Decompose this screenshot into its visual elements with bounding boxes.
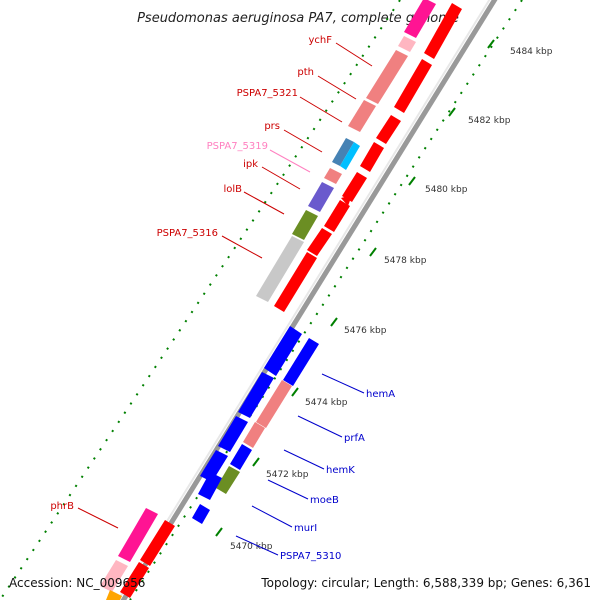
gene-label-murI: murI xyxy=(294,523,317,534)
gene-arrow xyxy=(264,326,302,376)
gene-label-ychF: ychF xyxy=(308,35,332,46)
gene-arrow xyxy=(216,466,240,494)
leader-line-PSPA7_5321 xyxy=(299,96,343,123)
gene-label-PSPA7_5319: PSPA7_5319 xyxy=(207,141,268,152)
major-tick xyxy=(448,107,456,117)
ruler-label: 5470 kbp xyxy=(230,542,273,552)
gene-arrow xyxy=(198,472,222,500)
gene-arrow xyxy=(332,138,354,166)
leader-line-murI xyxy=(251,505,293,528)
leader-line-phrB xyxy=(77,507,119,529)
gene-label-phrB: phrB xyxy=(50,501,74,512)
major-tick xyxy=(330,317,338,327)
leader-line-hemK xyxy=(283,449,325,470)
map-title: Pseudomonas aeruginosa PA7, complete gen… xyxy=(137,11,459,26)
leader-line-PSPA7_5316 xyxy=(221,235,263,259)
inner-strand-genes xyxy=(100,0,436,600)
ruler-label: 5482 kbp xyxy=(468,116,511,126)
gene-label-lolB: lolB xyxy=(223,184,242,195)
leader-line-PSPA7_5319 xyxy=(269,149,311,173)
ruler-major-ticks xyxy=(215,39,495,537)
gene-label-ipk: ipk xyxy=(243,159,258,170)
leader-line-lolB xyxy=(243,191,285,215)
gene-arrow xyxy=(256,236,304,302)
major-tick xyxy=(215,527,223,537)
gene-arrow xyxy=(238,372,274,418)
gene-arrow xyxy=(218,416,248,452)
leader-line-hemA xyxy=(321,373,365,394)
gene-label-pth: pth xyxy=(297,67,314,78)
gene-arrow xyxy=(283,338,319,386)
leader-line-prfA xyxy=(297,415,343,438)
leader-line-moeB xyxy=(267,479,309,500)
gene-arrow xyxy=(292,210,318,240)
outer-strand-genes xyxy=(120,3,462,598)
leader-line-ipk xyxy=(261,166,301,190)
gene-arrow xyxy=(366,50,408,104)
gene-arrow xyxy=(324,168,342,184)
gene-arrow xyxy=(100,560,128,592)
gene-arrow xyxy=(200,450,228,482)
ruler-label: 5480 kbp xyxy=(425,185,468,195)
ruler-labels: 5484 kbp 5482 kbp 5480 kbp 5478 kbp 5476… xyxy=(230,47,553,552)
gene-arrow xyxy=(398,36,416,52)
gene-arrow xyxy=(140,520,175,566)
gene-arrow xyxy=(106,590,122,600)
gene-arrow xyxy=(243,422,265,448)
gene-arrow xyxy=(424,3,462,59)
ruler-label: 5476 kbp xyxy=(344,326,387,336)
leader-line-PSPA7_5310 xyxy=(235,535,279,556)
gene-arrow xyxy=(307,228,332,256)
major-tick xyxy=(369,247,377,257)
gene-label-PSPA7_5321: PSPA7_5321 xyxy=(237,88,298,99)
leader-line-pth xyxy=(317,75,357,100)
backbone-highlight xyxy=(117,0,491,600)
backbone-shadow xyxy=(120,0,498,600)
gene-label-prs: prs xyxy=(264,121,280,132)
gene-arrow xyxy=(192,504,210,524)
ruler-label: 5478 kbp xyxy=(384,256,427,266)
gene-arrow xyxy=(394,59,432,113)
leader-line-ychF xyxy=(335,42,373,67)
gene-label-hemK: hemK xyxy=(326,465,355,476)
gene-label-hemA: hemA xyxy=(366,389,395,400)
gene-label-PSPA7_5316: PSPA7_5316 xyxy=(157,228,218,239)
gene-arrow xyxy=(324,200,350,232)
leader-lines xyxy=(77,42,373,556)
gene-arrow xyxy=(376,115,401,144)
ruler-label: 5474 kbp xyxy=(305,398,348,408)
gene-labels: ychF pth PSPA7_5321 prs PSPA7_5319 ipk l… xyxy=(50,35,395,562)
gene-arrow xyxy=(120,562,149,598)
topology-label: Topology: circular; Length: 6,588,339 bp… xyxy=(260,576,591,590)
backbone xyxy=(117,0,498,600)
gene-arrow xyxy=(341,195,352,206)
gene-arrow xyxy=(274,252,317,312)
gene-arrow xyxy=(360,142,384,172)
gene-arrow xyxy=(118,508,158,562)
gene-arrow xyxy=(340,142,360,170)
gene-arrow xyxy=(308,182,334,212)
outer-dotted-ruler xyxy=(129,0,523,600)
gene-arrow xyxy=(342,172,367,202)
leader-line-prs xyxy=(283,129,323,153)
accession-label: Accession: NC_009656 xyxy=(9,576,145,590)
major-tick xyxy=(252,457,260,467)
gene-arrow xyxy=(256,380,292,428)
gene-arrow xyxy=(348,100,376,132)
gene-arrow xyxy=(404,0,436,38)
ruler-label: 5472 kbp xyxy=(266,470,309,480)
major-tick xyxy=(291,387,299,397)
major-tick xyxy=(487,39,495,49)
gene-label-PSPA7_5310: PSPA7_5310 xyxy=(280,551,341,562)
gene-label-moeB: moeB xyxy=(310,495,339,506)
major-tick xyxy=(408,176,416,186)
gene-label-prfA: prfA xyxy=(344,433,365,444)
gene-arrow xyxy=(230,444,252,470)
ruler-label: 5484 kbp xyxy=(510,47,553,57)
